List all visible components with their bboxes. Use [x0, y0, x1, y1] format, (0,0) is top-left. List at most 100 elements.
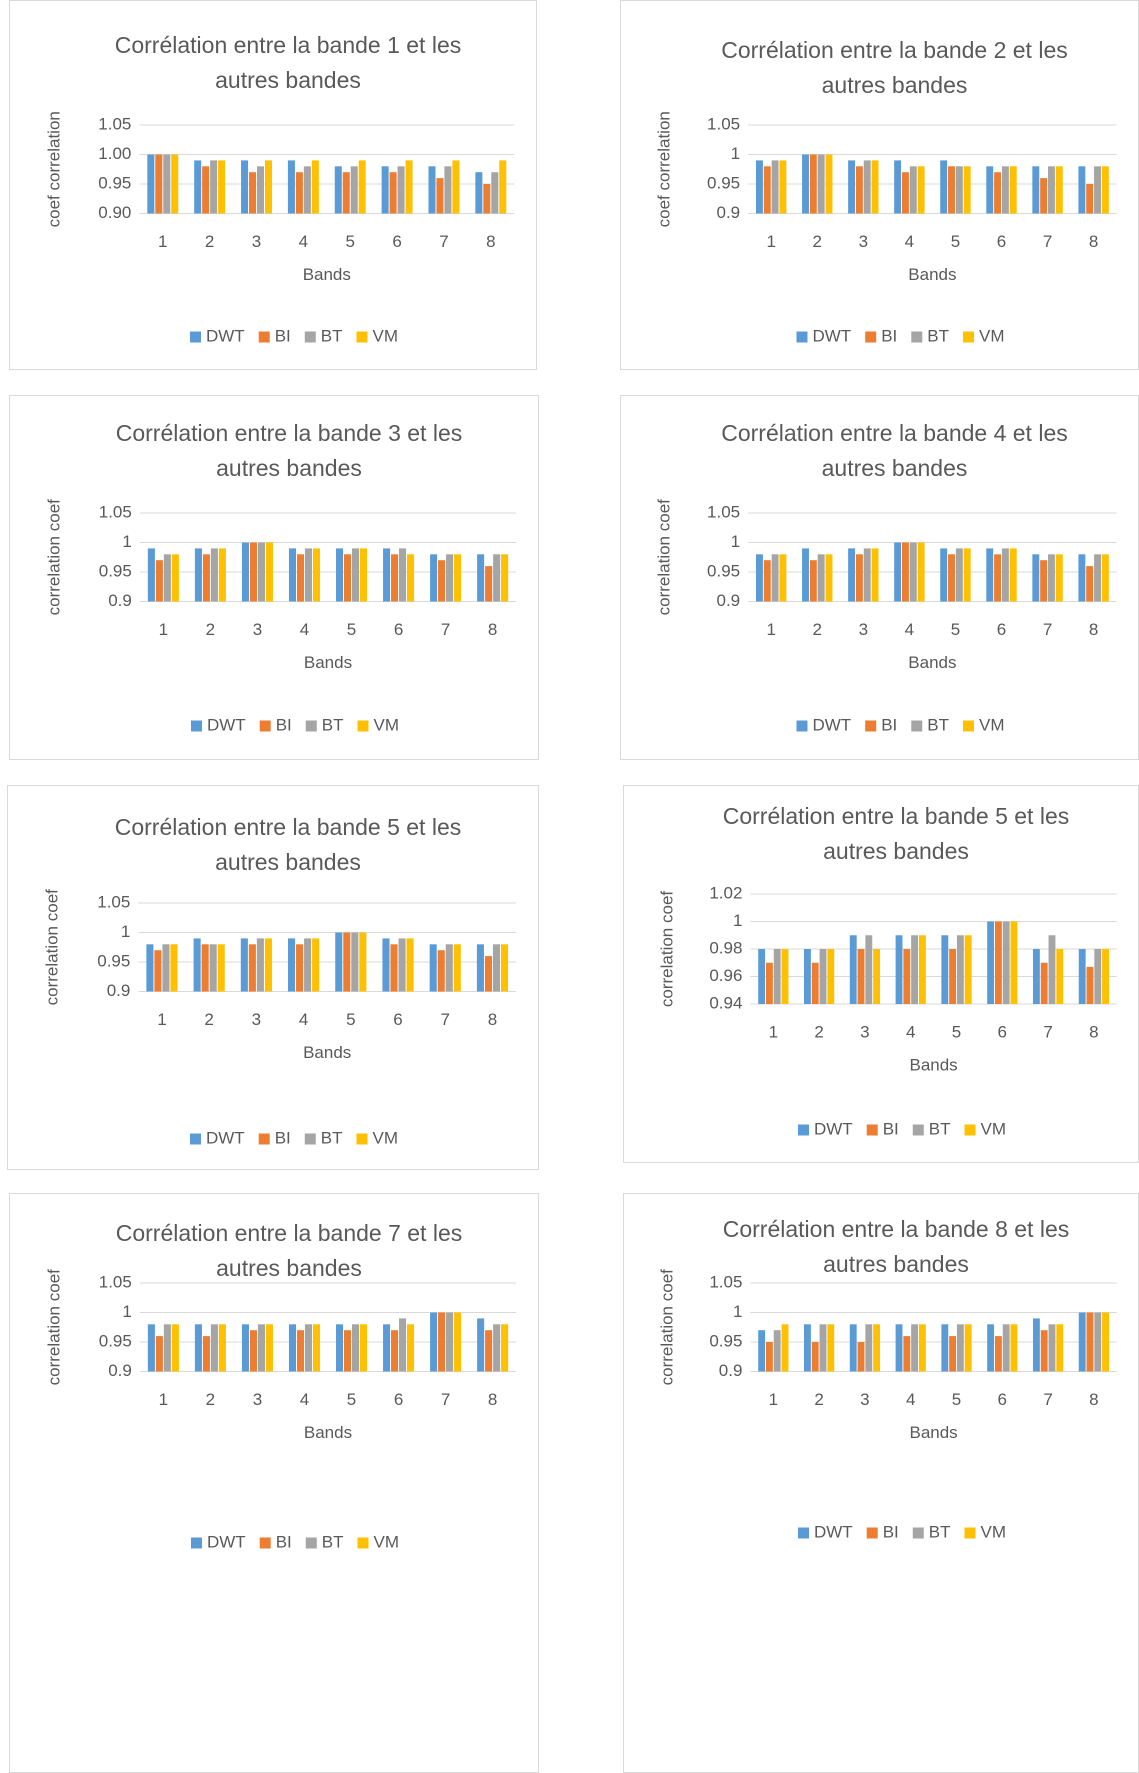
- bar: [288, 548, 297, 602]
- x-tick-label: 1: [766, 232, 775, 251]
- bar: [155, 154, 163, 214]
- x-tick-label: 5: [345, 232, 354, 251]
- y-axis-label: correlation coef: [657, 891, 676, 1008]
- y-axis-label: coef correlation: [44, 111, 63, 227]
- x-axis-label: Bands: [303, 265, 351, 284]
- x-tick-label: 5: [346, 1010, 355, 1029]
- legend-swatch: [304, 1133, 316, 1145]
- bar: [438, 560, 446, 602]
- legend-swatch: [259, 1537, 271, 1549]
- plot: 0.90 0.95 1.00 1.05 coef correlation 1 2 3 4 5 6 7 8…: [44, 111, 515, 345]
- y-tick-label: 0.9: [719, 1361, 743, 1380]
- bar: [257, 542, 265, 602]
- x-tick-label: 4: [905, 232, 914, 251]
- bar: [477, 1318, 485, 1372]
- legend-swatch: [305, 1537, 317, 1549]
- bar: [265, 542, 273, 602]
- bar: [343, 1330, 352, 1372]
- legend-label: VM: [979, 715, 1005, 734]
- bar: [855, 554, 863, 602]
- bar: [1056, 1324, 1064, 1372]
- bar: [342, 172, 350, 214]
- x-tick-label: 6: [997, 232, 1006, 251]
- y-tick-label: 0.9: [107, 981, 131, 1000]
- bar: [430, 1312, 438, 1372]
- x-tick-label: 2: [206, 1390, 215, 1409]
- bar: [917, 166, 925, 214]
- bar: [210, 160, 218, 214]
- legend-swatch: [258, 1133, 270, 1145]
- bar: [296, 554, 305, 602]
- legend-swatch: [189, 1133, 201, 1145]
- x-tick-label: 2: [813, 232, 822, 251]
- legend-swatch: [866, 1527, 878, 1539]
- bar: [1101, 166, 1109, 214]
- x-tick-label: 3: [253, 1390, 262, 1409]
- x-tick-label: 7: [1043, 232, 1052, 251]
- bar: [1055, 554, 1063, 602]
- bar: [918, 935, 926, 1004]
- legend-label: BI: [881, 715, 897, 734]
- bar: [343, 554, 352, 602]
- x-tick-label: 4: [299, 232, 308, 251]
- legend-swatch: [964, 1124, 976, 1136]
- bar: [256, 938, 264, 992]
- bar: [171, 554, 179, 602]
- bar: [771, 160, 779, 214]
- bar: [817, 554, 825, 602]
- bar: [147, 1324, 155, 1372]
- legend-swatch: [357, 1537, 369, 1549]
- x-tick-label: 2: [814, 1022, 823, 1041]
- chart: Corrélation entre la bande 2 et les autr…: [620, 0, 1139, 370]
- x-tick-label: 1: [159, 1390, 168, 1409]
- legend-label: VM: [979, 326, 1005, 345]
- x-tick-label: 7: [441, 1010, 450, 1029]
- bar: [955, 548, 963, 602]
- bar: [163, 554, 171, 602]
- bar: [1048, 1324, 1056, 1372]
- chart: Corrélation entre la bande 8 et les autr…: [623, 1193, 1139, 1773]
- bar: [493, 1324, 501, 1372]
- x-tick-label: 7: [1043, 1022, 1052, 1041]
- bar: [493, 554, 501, 602]
- bar: [1009, 166, 1017, 214]
- bar: [758, 1330, 766, 1372]
- bar: [895, 935, 903, 1004]
- x-axis-label: Bands: [304, 653, 352, 672]
- bar: [218, 548, 226, 602]
- y-axis-label: coef correlation: [655, 111, 674, 227]
- bar: [779, 160, 787, 214]
- legend-label: DWT: [814, 1522, 853, 1541]
- bar: [901, 542, 909, 602]
- bar: [1086, 1312, 1094, 1372]
- bar: [1040, 178, 1048, 214]
- legend-label: BT: [927, 326, 949, 345]
- bar: [483, 184, 491, 214]
- legend-label: BT: [929, 1522, 951, 1541]
- bar: [429, 944, 437, 992]
- legend-label: DWT: [814, 1119, 853, 1138]
- chart-title: Corrélation entre la bande 4 et les autr…: [721, 420, 1068, 481]
- bar: [202, 554, 210, 602]
- x-tick-label: 1: [766, 620, 775, 639]
- y-tick-label: 1: [733, 1302, 742, 1321]
- bar: [445, 944, 453, 992]
- plot: 0.9 0.95 1 1.05 correlation coef 1 2 3 4 5 6 7 8 Band…: [655, 499, 1117, 734]
- bar: [765, 1342, 773, 1372]
- bar: [501, 554, 509, 602]
- chart-title: Corrélation entre la bande 5 et les autr…: [722, 803, 1070, 864]
- bar: [491, 172, 499, 214]
- bar: [1032, 554, 1040, 602]
- chart-title: Corrélation entre la bande 8 et les autr…: [722, 1216, 1070, 1277]
- bar: [1010, 921, 1018, 1004]
- y-axis-label: correlation coef: [45, 499, 64, 616]
- bar: [218, 160, 226, 214]
- x-tick-label: 8: [486, 232, 495, 251]
- bar: [909, 542, 917, 602]
- bar: [1094, 949, 1102, 1004]
- bar: [964, 1324, 972, 1372]
- x-axis-label: Bands: [909, 1055, 957, 1074]
- bar: [917, 542, 925, 602]
- bar: [381, 166, 389, 214]
- x-tick-label: 5: [951, 620, 960, 639]
